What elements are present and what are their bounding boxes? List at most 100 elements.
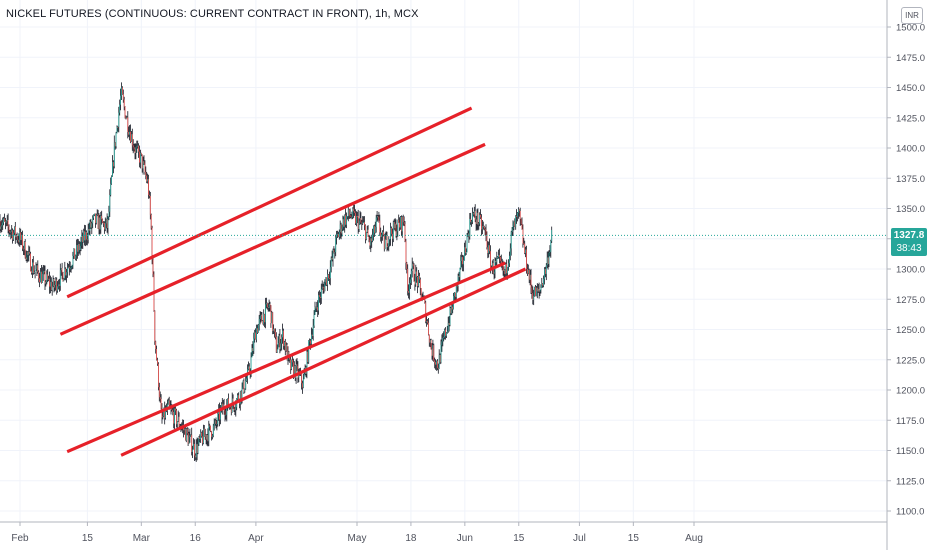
candle-body <box>420 288 422 299</box>
candle-body <box>413 266 415 282</box>
candle-body <box>549 251 551 254</box>
candle-body <box>108 211 110 218</box>
candle-body <box>36 265 38 269</box>
candle-body <box>348 209 350 216</box>
candle-body <box>216 424 218 425</box>
candle-body <box>275 336 277 353</box>
candle-body <box>449 308 451 326</box>
candle-body <box>338 234 339 237</box>
candle-body <box>101 215 103 220</box>
chart-title: NICKEL FUTURES (CONTINUOUS: CURRENT CONT… <box>6 8 419 20</box>
candle-body <box>48 278 49 280</box>
y-tick-label: 1300.0 <box>896 265 925 276</box>
candle-body <box>475 219 477 224</box>
candle-body <box>310 340 311 344</box>
candle-body <box>502 262 504 271</box>
candle-body <box>195 444 197 458</box>
candle-body <box>482 226 483 230</box>
candle-body <box>470 218 472 223</box>
y-tick-label: 1425.0 <box>896 113 925 124</box>
candle-body <box>90 221 92 228</box>
candle-body <box>41 273 43 283</box>
candle-body <box>550 241 552 252</box>
candle-body <box>455 285 457 297</box>
candle-body <box>412 263 414 267</box>
candle-body <box>55 279 57 285</box>
candle-body <box>17 239 19 241</box>
candle-body <box>419 279 421 289</box>
candle-body <box>499 254 500 257</box>
candle-body <box>377 216 379 217</box>
candle-body <box>145 171 147 176</box>
chart-grid <box>0 0 887 522</box>
candle-body <box>132 145 134 148</box>
candle-body <box>546 257 548 266</box>
x-tick-label: 15 <box>513 533 525 544</box>
candle-body <box>454 292 455 297</box>
candle-body <box>267 307 269 308</box>
channel-line[interactable] <box>120 267 527 457</box>
candle-body <box>42 271 44 274</box>
candle-body <box>211 431 212 437</box>
y-tick-label: 1400.0 <box>896 144 925 155</box>
candle-body <box>0 226 2 230</box>
channel-line[interactable] <box>66 106 473 299</box>
candle-body <box>510 231 512 249</box>
candle-body <box>114 142 116 147</box>
candle-body <box>537 288 539 292</box>
candle-body <box>302 383 303 388</box>
candle-body <box>398 219 400 223</box>
candle-body <box>164 407 166 418</box>
candle-body <box>87 228 89 240</box>
candle-body <box>227 398 229 406</box>
candle-body <box>428 322 429 335</box>
y-tick-label: 1200.0 <box>896 386 925 397</box>
candle-body <box>244 388 246 392</box>
candle-body <box>175 408 176 411</box>
candle-body <box>72 255 74 266</box>
trend-channel[interactable] <box>59 106 527 457</box>
channel-line[interactable] <box>59 142 486 336</box>
candle-body <box>442 337 444 342</box>
candle-body <box>531 287 533 294</box>
candle-body <box>461 257 463 261</box>
candle-body <box>6 220 8 222</box>
candle-body <box>464 247 466 254</box>
currency-button[interactable]: INR <box>901 7 923 24</box>
candle-body <box>374 226 376 233</box>
candle-body <box>551 229 553 242</box>
candle-body <box>516 216 517 218</box>
candle-body <box>387 246 389 248</box>
candle-body <box>28 251 30 255</box>
candle-body <box>33 271 35 274</box>
candle-body <box>528 269 530 280</box>
candle-body <box>82 236 84 243</box>
candle-body <box>104 223 106 230</box>
candle-body <box>70 267 72 269</box>
candle-body <box>15 235 17 238</box>
candle-body <box>463 259 464 265</box>
candle-body <box>64 268 66 279</box>
candle-body <box>328 274 329 279</box>
candle-body <box>392 222 394 239</box>
candle-body <box>315 307 317 309</box>
candle-body <box>226 405 228 415</box>
candle-body <box>27 252 29 255</box>
candle-body <box>383 235 385 249</box>
candle-body <box>230 406 232 413</box>
candle-body <box>394 223 396 229</box>
price-axis[interactable]: 1100.0 1125.0 1150.0 1175.0 1200.0 1225.0 1250… <box>886 0 925 550</box>
candle-body <box>447 323 449 332</box>
candle-body <box>498 254 499 258</box>
candle-body <box>200 432 202 439</box>
candle-body <box>147 179 148 182</box>
candle-body <box>3 218 4 223</box>
candle-body <box>396 231 398 236</box>
x-tick-label: 16 <box>190 533 202 544</box>
price-series <box>0 82 553 462</box>
time-axis[interactable]: Feb 15 Mar 16 Apr May 18 Jun 15 Jul 15 Aug <box>0 521 887 544</box>
candle-body <box>38 271 40 279</box>
candle-body <box>257 328 258 333</box>
channel-line[interactable] <box>66 261 506 454</box>
